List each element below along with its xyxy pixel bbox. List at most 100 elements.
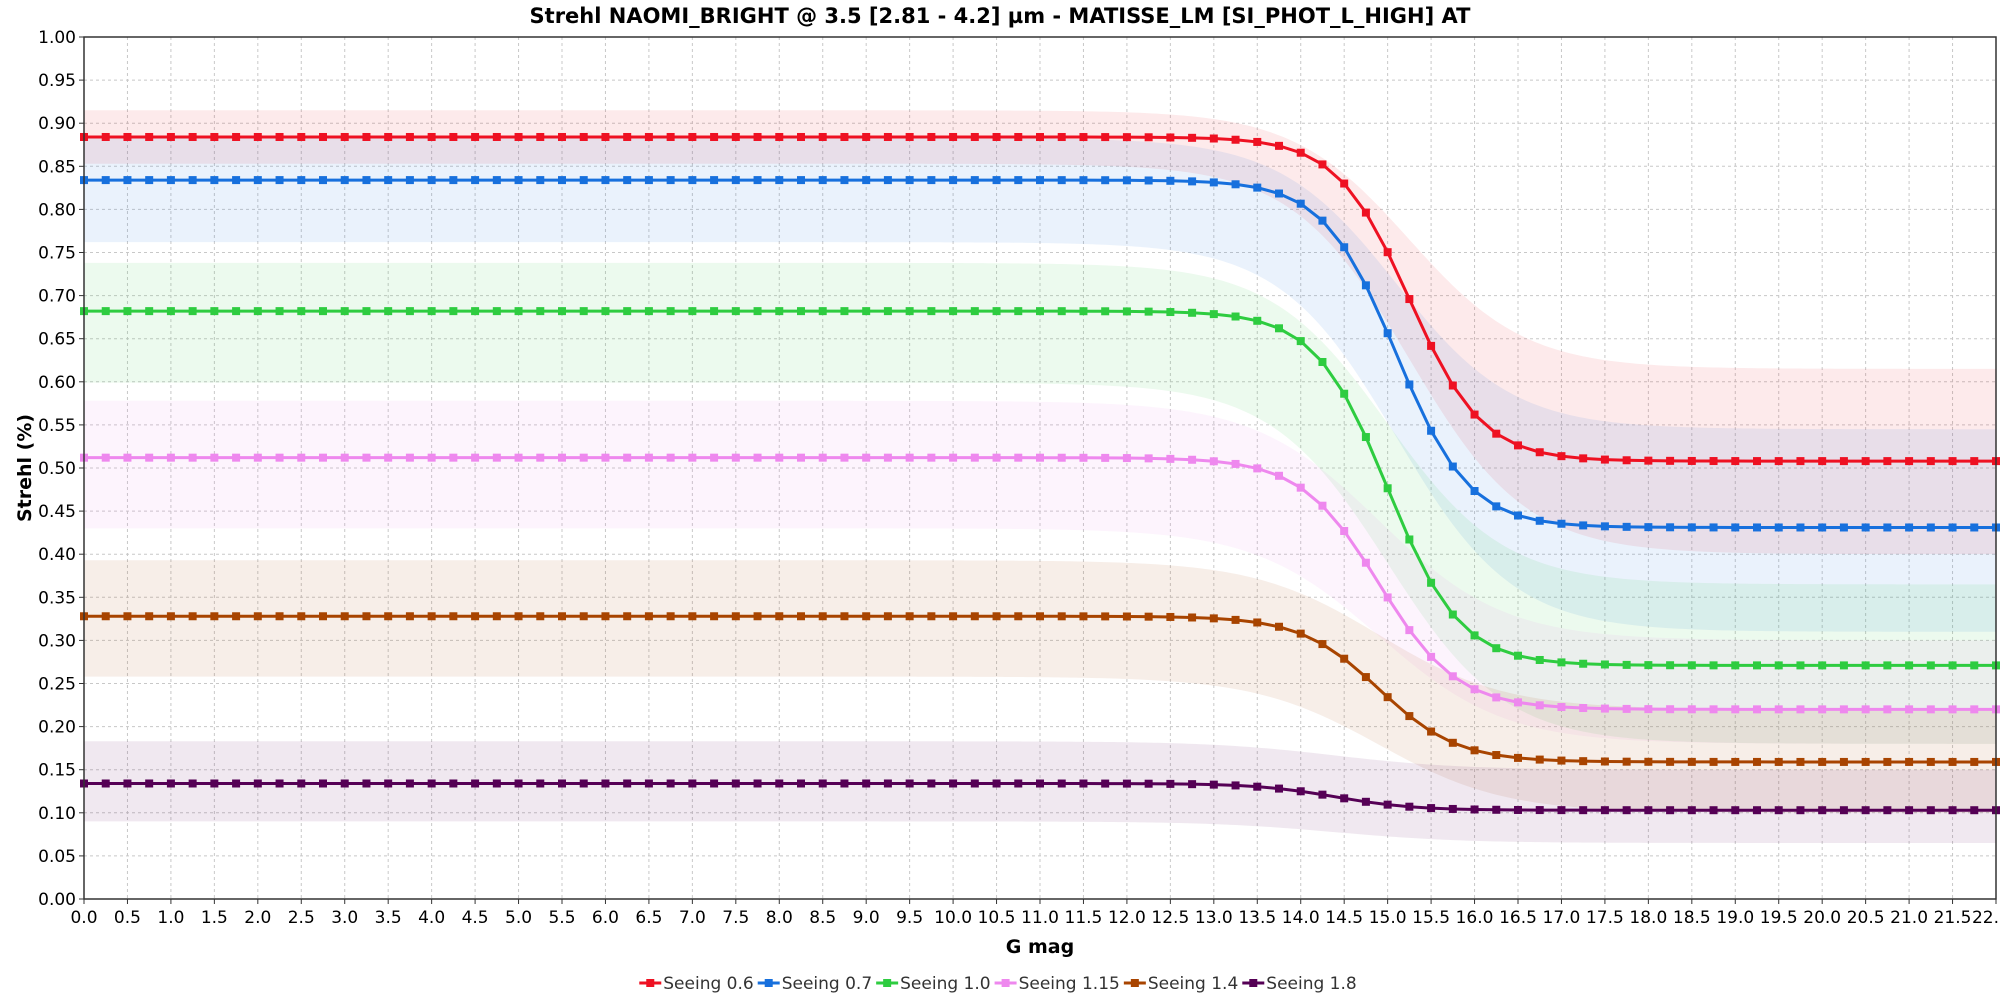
data-point: [862, 779, 871, 788]
data-point: [1166, 308, 1175, 317]
y-tick-label: 0.05: [38, 847, 76, 867]
data-point: [1535, 516, 1544, 525]
data-point: [1861, 806, 1870, 815]
data-point: [514, 779, 523, 788]
y-tick-label: 0.85: [38, 157, 76, 177]
data-point: [601, 612, 610, 621]
x-tick-label: 6.0: [592, 908, 619, 928]
data-point: [145, 132, 154, 141]
data-point: [1122, 133, 1131, 142]
data-point: [1796, 757, 1805, 766]
data-point: [1166, 779, 1175, 788]
data-point: [1514, 698, 1522, 707]
data-point: [319, 307, 327, 316]
data-point: [1014, 779, 1023, 788]
data-point: [1731, 523, 1740, 532]
data-point: [862, 453, 871, 462]
data-point: [1057, 307, 1066, 316]
data-point: [427, 453, 436, 462]
data-point: [1448, 738, 1457, 747]
line-layer: [80, 132, 2000, 815]
data-point: [123, 612, 132, 621]
data-point: [1470, 746, 1479, 755]
data-point: [1340, 794, 1349, 803]
data-point: [840, 453, 849, 462]
x-tick-label: 1.5: [201, 908, 228, 928]
data-point: [1492, 693, 1501, 702]
data-point: [362, 612, 371, 621]
data-point: [1079, 133, 1088, 142]
data-point: [1731, 661, 1740, 670]
data-point: [644, 612, 653, 621]
data-point: [1122, 612, 1131, 621]
data-point: [623, 307, 632, 316]
data-point: [818, 132, 827, 141]
data-point: [970, 132, 979, 141]
x-tick-label: 3.5: [375, 908, 402, 928]
data-point: [362, 176, 371, 185]
data-point: [1926, 806, 1935, 815]
data-point: [840, 612, 849, 621]
series-seeing-1-8: [80, 779, 2000, 815]
data-point: [818, 779, 827, 788]
data-point: [166, 612, 175, 621]
data-point: [1861, 523, 1870, 532]
y-tick-label: 0.25: [38, 675, 76, 695]
data-point: [1600, 455, 1609, 464]
data-point: [1405, 712, 1414, 721]
data-point: [1188, 308, 1197, 317]
x-tick-label: 22.: [1972, 908, 1999, 928]
legend-label: Seeing 0.6: [663, 974, 753, 994]
data-point: [1774, 705, 1783, 714]
data-point: [1383, 593, 1392, 602]
data-point: [1926, 757, 1935, 766]
data-point: [1296, 483, 1305, 492]
data-point: [1079, 307, 1088, 316]
data-point: [775, 176, 784, 185]
data-point: [166, 132, 175, 141]
data-point: [623, 612, 632, 621]
data-point: [1644, 806, 1653, 815]
data-point: [753, 779, 762, 788]
data-point: [1057, 133, 1066, 142]
legend-item: Seeing 0.7: [757, 974, 872, 994]
data-point: [1427, 652, 1436, 661]
data-point: [1383, 329, 1392, 338]
y-tick-label: 0.60: [38, 373, 76, 393]
data-point: [1557, 452, 1566, 461]
data-point: [644, 132, 653, 141]
data-point: [1796, 661, 1805, 670]
data-point: [101, 132, 110, 141]
data-point: [1753, 705, 1761, 714]
data-point: [1622, 456, 1631, 465]
data-point: [1948, 661, 1957, 670]
data-point: [905, 132, 914, 141]
data-point: [1427, 804, 1436, 813]
series-seeing-1-15: [80, 453, 2000, 714]
x-tick-label: 6.5: [635, 908, 662, 928]
data-point: [1253, 464, 1262, 473]
data-point: [1666, 806, 1675, 815]
data-point: [1666, 757, 1675, 766]
data-point: [1948, 457, 1957, 466]
data-point: [1275, 141, 1283, 150]
legend-item: Seeing 0.6: [639, 974, 754, 994]
data-point: [970, 612, 979, 621]
data-point: [1253, 183, 1262, 192]
data-point: [1796, 705, 1805, 714]
data-point: [927, 132, 936, 141]
data-point: [1753, 661, 1761, 670]
x-tick-label: 9.0: [853, 908, 880, 928]
data-point: [362, 307, 371, 316]
data-point: [405, 779, 414, 788]
data-point: [1057, 176, 1066, 185]
data-point: [340, 779, 349, 788]
x-tick-label: 16.0: [1456, 908, 1494, 928]
x-tick-label: 15.5: [1412, 908, 1450, 928]
data-point: [1492, 429, 1501, 438]
data-point: [1687, 523, 1696, 532]
data-point: [688, 132, 697, 141]
data-point: [1948, 757, 1957, 766]
x-tick-label: 14.0: [1282, 908, 1320, 928]
data-point: [536, 612, 545, 621]
